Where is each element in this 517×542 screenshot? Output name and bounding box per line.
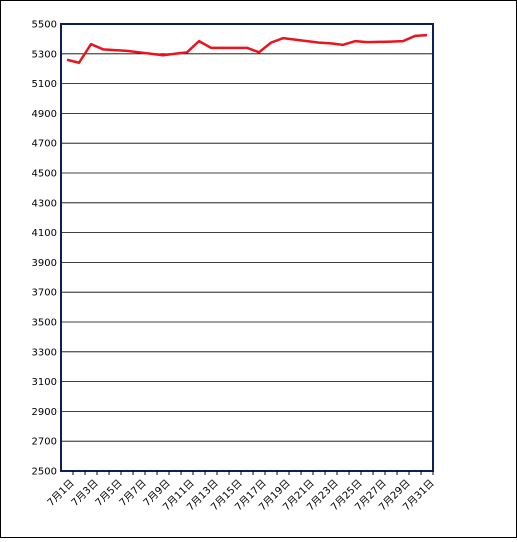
y-tick-label: 5500 <box>32 20 57 31</box>
y-tick-label: 5100 <box>32 79 57 90</box>
y-tick-label: 2500 <box>32 467 57 478</box>
y-tick-label: 4100 <box>32 228 57 239</box>
y-tick-label: 3100 <box>32 377 57 388</box>
y-tick-label: 2700 <box>32 437 57 448</box>
y-tick-label: 3900 <box>32 258 57 269</box>
y-tick-label: 4500 <box>32 169 57 180</box>
line <box>66 33 428 64</box>
y-tick-label: 2900 <box>32 407 57 418</box>
y-tick-label: 3500 <box>32 318 57 329</box>
y-tick-label: 4900 <box>32 109 57 120</box>
plot-area <box>60 23 434 472</box>
y-tick-label: 4700 <box>32 139 57 150</box>
y-tick-label: 5300 <box>32 49 57 60</box>
y-tick-label: 3700 <box>32 288 57 299</box>
y-tick-label: 3300 <box>32 347 57 358</box>
y-tick-label: 4300 <box>32 198 57 209</box>
